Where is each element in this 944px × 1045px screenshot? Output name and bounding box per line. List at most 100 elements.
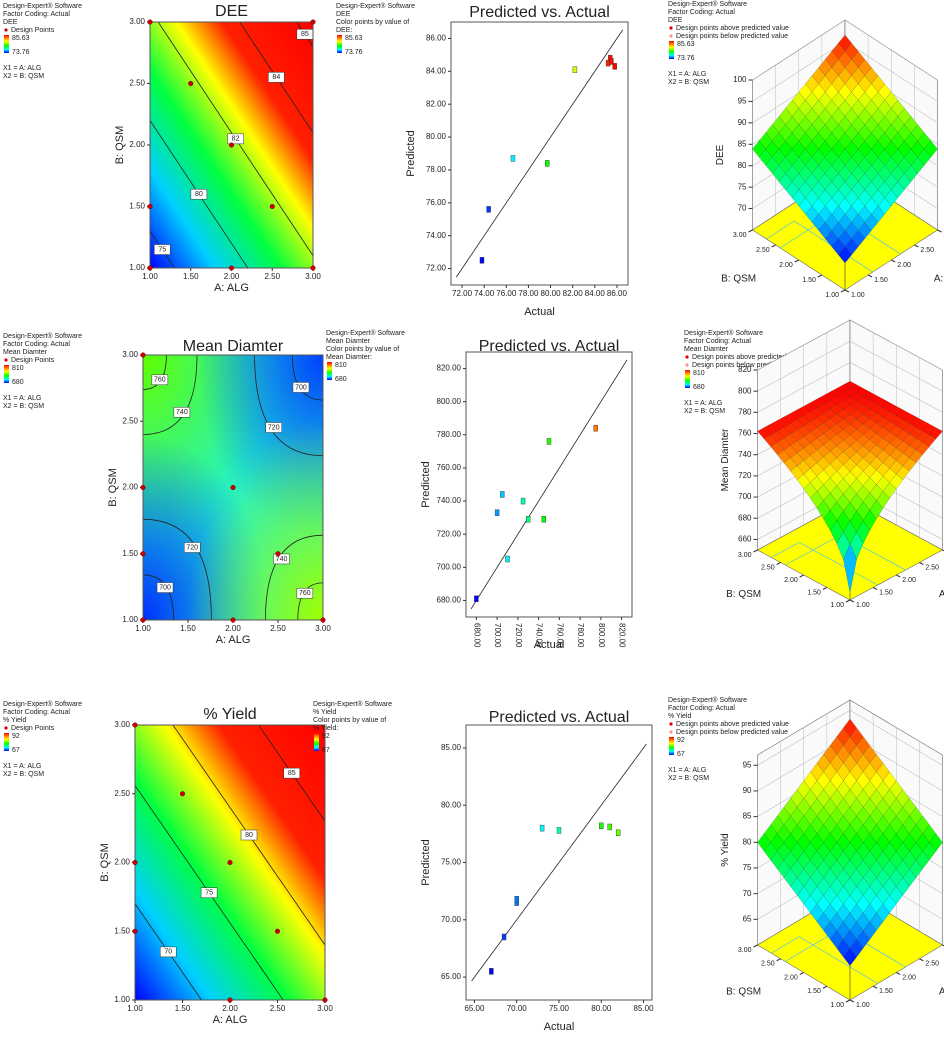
point	[572, 66, 578, 73]
legend-dot	[4, 358, 8, 362]
design-point	[310, 19, 316, 25]
colorbar-low: 680	[12, 379, 24, 386]
legend-text: X1 = A: ALG	[668, 71, 706, 78]
y-tick-label: 720.00	[437, 529, 462, 538]
legend-text: X2 = B: QSM	[668, 775, 709, 782]
chart-title: Predicted vs. Actual	[489, 709, 630, 726]
x-tick-label: 720.00	[514, 623, 523, 648]
y-axis-label: B: QSM	[114, 126, 126, 165]
chart-title: Mean Diamter	[183, 338, 284, 355]
colorbar-low: 680	[335, 376, 347, 383]
z-tick-label: 660	[738, 535, 752, 544]
y-tick-label: 1.00	[122, 615, 138, 624]
design-point	[147, 19, 153, 25]
contour-label: 720	[268, 424, 280, 431]
legend-text: Mean Diamter	[326, 338, 371, 345]
surface-patch	[843, 543, 857, 593]
contour-label-box	[200, 887, 218, 898]
x-axis-label: Actual	[544, 1021, 575, 1033]
y-tick-label: 3.00	[738, 947, 752, 954]
x-tick-label: 2.50	[920, 247, 934, 254]
legend-text: Mean Diamter:	[326, 354, 372, 361]
y-tick-label: 2.00	[114, 858, 130, 867]
x-tick	[919, 958, 924, 962]
y-tick-label: 2.00	[784, 577, 798, 584]
x-tick-label: 1.50	[879, 589, 893, 596]
legend-dot	[4, 28, 8, 32]
y-tick-label: 2.00	[779, 262, 793, 269]
colorbar	[327, 362, 332, 380]
x-tick-label: 2.50	[270, 624, 286, 633]
contour-label: 760	[299, 590, 311, 597]
chart-title: DEE	[215, 3, 248, 20]
y-tick-label: 80.00	[441, 800, 462, 809]
y-tick-label: 76.00	[426, 198, 447, 207]
x-axis-label: A: ALG	[213, 1014, 248, 1026]
legend-text: % Yield	[668, 713, 691, 720]
x-tick-label: 2.00	[225, 624, 241, 633]
y-tick-label: 2.50	[114, 789, 130, 798]
legend-text: Design points below predicted value	[676, 729, 788, 736]
x-tick-label: 80.00	[591, 1004, 612, 1013]
y-tick-label: 80.00	[426, 132, 447, 141]
contour-label: 70	[164, 949, 172, 956]
legend-text: X2 = B: QSM	[3, 73, 44, 80]
z-tick-label: 70	[743, 889, 752, 898]
contour-label-box	[273, 553, 290, 565]
legend-text: X2 = B: QSM	[3, 771, 44, 778]
z-tick-label: 780	[738, 407, 752, 416]
legend-text: Design-Expert® Software	[326, 329, 405, 337]
colorbar-low: 67	[677, 751, 685, 758]
z-tick-label: 75	[743, 863, 752, 872]
x-tick	[891, 259, 896, 263]
x-tick-label: 72.00	[452, 289, 473, 298]
x-tick-label: 1.50	[175, 1004, 191, 1013]
point	[546, 438, 552, 445]
x-tick	[872, 985, 878, 989]
legend-text: X2 = B: QSM	[668, 79, 709, 86]
legend-dot	[669, 722, 673, 726]
y-tick-label: 3.00	[114, 720, 130, 729]
chart-title: % Yield	[203, 706, 256, 723]
legend-text: Factor Coding: Actual	[3, 709, 70, 716]
y-tick-label: 2.50	[756, 247, 770, 254]
x-tick-label: 2.50	[925, 564, 939, 571]
z-tick-label: 740	[738, 450, 752, 459]
x-tick	[942, 549, 944, 552]
fit-line	[470, 359, 628, 610]
x-tick-label: 86.00	[607, 289, 628, 298]
y-axis-label: B: QSM	[726, 589, 761, 600]
y-tick-label: 1.50	[807, 988, 821, 995]
y-tick	[799, 574, 804, 578]
legend-text: Design-Expert® Software	[3, 700, 82, 708]
y-tick-label: 2.50	[129, 79, 145, 88]
z-tick-label: 760	[738, 429, 752, 438]
colorbar-high: 810	[693, 370, 705, 377]
grid-line	[752, 19, 938, 81]
point	[510, 155, 516, 162]
legend-text: X1 = A: ALG	[668, 767, 706, 774]
x-tick-label: 780.00	[576, 623, 585, 648]
z-tick-label: 820	[738, 365, 752, 374]
y-tick-label: 1.00	[129, 263, 145, 272]
contour-label: 84	[272, 74, 280, 81]
contour-label-box	[240, 829, 258, 841]
fit-line	[471, 743, 647, 982]
point	[607, 823, 612, 831]
point	[612, 63, 617, 70]
y-tick-label: 760.00	[437, 463, 462, 472]
y-tick-label: 2.50	[761, 961, 775, 968]
y-tick-label: 1.00	[114, 995, 130, 1004]
x-tick-label: 1.00	[127, 1004, 143, 1013]
contour-label: 85	[288, 770, 296, 777]
point	[494, 509, 500, 516]
z-tick-label: 70	[738, 204, 747, 213]
x-tick-label: 80.00	[541, 289, 562, 298]
y-tick	[822, 587, 828, 590]
x-axis-label: A: ALG	[934, 274, 944, 285]
point	[599, 822, 604, 830]
legend-text: Factor Coding: Actual	[684, 338, 751, 345]
y-tick-label: 3.00	[129, 17, 145, 26]
x-tick	[937, 229, 942, 233]
y-tick-label: 1.50	[807, 589, 821, 596]
